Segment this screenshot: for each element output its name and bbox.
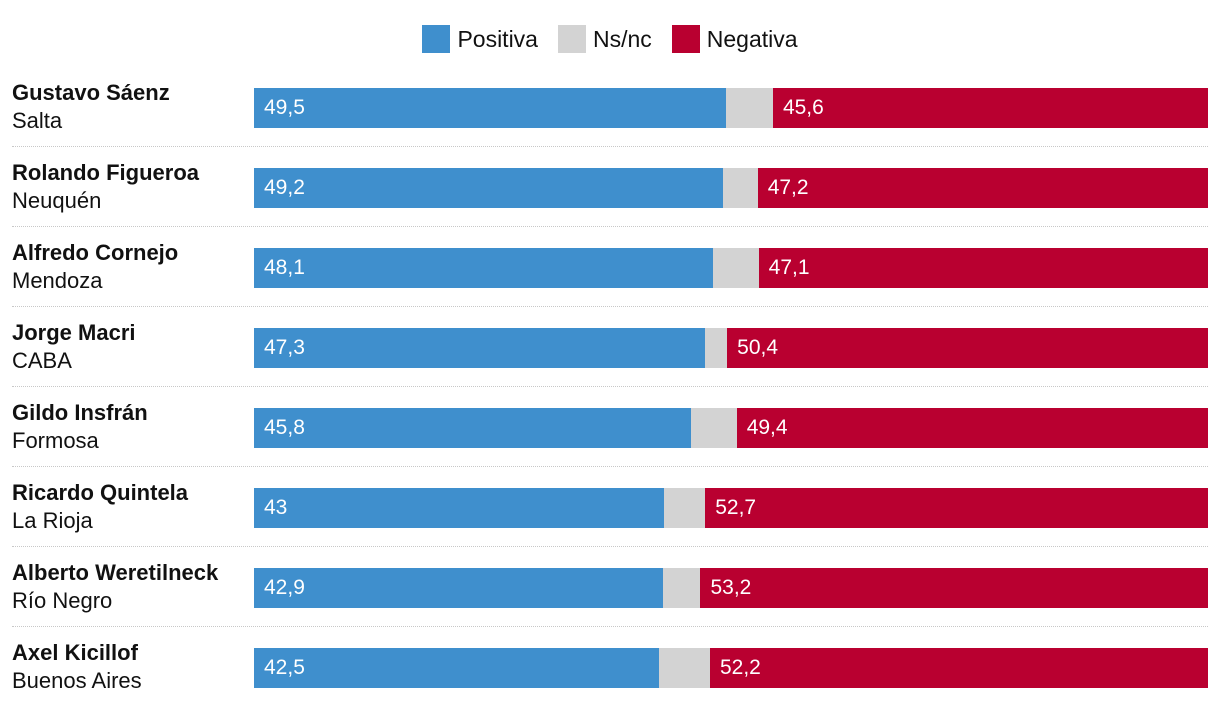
stacked-bar: 45,8 49,4 bbox=[254, 408, 1208, 448]
chart-row: Alberto Weretilneck Río Negro 42,9 53,2 bbox=[0, 560, 1210, 640]
stacked-bar: 42,5 52,2 bbox=[254, 648, 1208, 688]
province-name: Río Negro bbox=[12, 588, 113, 613]
row-divider bbox=[12, 546, 1208, 547]
governor-name: Jorge Macri bbox=[12, 320, 136, 345]
governor-name: Alfredo Cornejo bbox=[12, 240, 179, 265]
data-label-negativa: 45,6 bbox=[782, 96, 824, 119]
legend-item-negativa: Negativa bbox=[671, 25, 798, 53]
stacked-bar: 48,1 47,1 bbox=[254, 248, 1208, 288]
bar-segment-negativa: 50,4 bbox=[727, 328, 1208, 368]
data-label-negativa: 47,2 bbox=[767, 176, 809, 199]
governor-name: Axel Kicillof bbox=[12, 640, 138, 665]
bar-segment-negativa: 45,6 bbox=[772, 88, 1208, 128]
chart-row: Rolando Figueroa Neuquén 49,2 47,2 bbox=[0, 160, 1210, 240]
province-name: Neuquén bbox=[12, 188, 102, 213]
province-name: La Rioja bbox=[12, 508, 93, 533]
chart-row: Alfredo Cornejo Mendoza 48,1 47,1 bbox=[0, 240, 1210, 320]
data-label-negativa: 50,4 bbox=[737, 336, 779, 359]
row-divider bbox=[12, 306, 1208, 307]
bar-segment-positiva: 43 bbox=[254, 488, 665, 528]
row-divider bbox=[12, 226, 1208, 227]
governor-name: Gustavo Sáenz bbox=[12, 80, 170, 105]
stacked-bar: 42,9 53,2 bbox=[254, 568, 1208, 608]
data-label-positiva: 42,5 bbox=[264, 656, 305, 679]
chart-legend: Positiva Ns/nc Negativa bbox=[0, 24, 1220, 54]
data-label-negativa: 49,4 bbox=[746, 416, 788, 439]
governor-name: Alberto Weretilneck bbox=[12, 560, 219, 585]
chart-row: Gustavo Sáenz Salta 49,5 45,6 bbox=[0, 80, 1210, 160]
legend-label-positiva: Positiva bbox=[457, 25, 538, 52]
stacked-bar: 49,2 47,2 bbox=[254, 168, 1208, 208]
chart-row: Gildo Insfrán Formosa 45,8 49,4 bbox=[0, 400, 1210, 480]
data-label-positiva: 49,2 bbox=[264, 176, 305, 199]
stacked-bar: 43 52,7 bbox=[254, 488, 1208, 528]
legend-item-nsnc: Ns/nc bbox=[557, 25, 652, 53]
bar-segment-nsnc bbox=[726, 88, 773, 128]
stacked-bar: 47,3 50,4 bbox=[254, 328, 1208, 368]
legend-item-positiva: Positiva bbox=[422, 25, 538, 53]
row-divider bbox=[12, 386, 1208, 387]
data-label-negativa: 47,1 bbox=[768, 256, 810, 279]
bar-segment-positiva: 45,8 bbox=[254, 408, 691, 448]
data-label-positiva: 48,1 bbox=[264, 256, 305, 279]
bar-segment-positiva: 49,2 bbox=[254, 168, 724, 208]
bar-segment-nsnc bbox=[712, 248, 759, 288]
stacked-bar: 49,5 45,6 bbox=[254, 88, 1208, 128]
bar-segment-nsnc bbox=[705, 328, 728, 368]
legend-swatch-negativa bbox=[671, 25, 700, 53]
bar-segment-positiva: 47,3 bbox=[254, 328, 706, 368]
bar-segment-positiva: 49,5 bbox=[254, 88, 727, 128]
data-label-positiva: 45,8 bbox=[264, 416, 305, 439]
data-label-negativa: 52,2 bbox=[719, 656, 761, 679]
governor-name: Rolando Figueroa bbox=[12, 160, 199, 185]
chart-row: Jorge Macri CABA 47,3 50,4 bbox=[0, 320, 1210, 400]
governor-name: Gildo Insfrán bbox=[12, 400, 148, 425]
row-divider bbox=[12, 146, 1208, 147]
data-label-positiva: 43 bbox=[264, 496, 288, 519]
bar-segment-nsnc bbox=[663, 568, 701, 608]
province-name: Mendoza bbox=[12, 268, 103, 293]
bar-segment-negativa: 53,2 bbox=[700, 568, 1208, 608]
data-label-negativa: 53,2 bbox=[710, 576, 752, 599]
data-label-positiva: 47,3 bbox=[264, 336, 305, 359]
province-name: CABA bbox=[12, 348, 72, 373]
bar-segment-nsnc bbox=[664, 488, 706, 528]
data-label-negativa: 52,7 bbox=[715, 496, 757, 519]
bar-segment-positiva: 42,9 bbox=[254, 568, 664, 608]
bar-segment-positiva: 48,1 bbox=[254, 248, 713, 288]
governor-name: Ricardo Quintela bbox=[12, 480, 189, 505]
data-label-positiva: 42,9 bbox=[264, 576, 305, 599]
legend-swatch-positiva bbox=[422, 25, 451, 53]
province-name: Salta bbox=[12, 108, 63, 133]
province-name: Buenos Aires bbox=[12, 668, 142, 693]
bar-segment-negativa: 49,4 bbox=[736, 408, 1208, 448]
row-divider bbox=[12, 466, 1208, 467]
bar-segment-nsnc bbox=[690, 408, 737, 448]
legend-swatch-nsnc bbox=[557, 25, 586, 53]
row-divider bbox=[12, 626, 1208, 627]
bar-segment-negativa: 47,1 bbox=[758, 248, 1208, 288]
chart-row: Axel Kicillof Buenos Aires 42,5 52,2 bbox=[0, 640, 1210, 720]
province-name: Formosa bbox=[12, 428, 99, 453]
bar-segment-nsnc bbox=[659, 648, 710, 688]
bar-segment-negativa: 52,2 bbox=[709, 648, 1208, 688]
bar-segment-positiva: 42,5 bbox=[254, 648, 660, 688]
bar-segment-nsnc bbox=[723, 168, 758, 208]
chart-row: Ricardo Quintela La Rioja 43 52,7 bbox=[0, 480, 1210, 560]
bar-segment-negativa: 47,2 bbox=[757, 168, 1208, 208]
data-label-positiva: 49,5 bbox=[264, 96, 305, 119]
legend-label-nsnc: Ns/nc bbox=[592, 25, 652, 52]
legend-label-negativa: Negativa bbox=[706, 25, 798, 52]
bar-segment-negativa: 52,7 bbox=[705, 488, 1208, 528]
